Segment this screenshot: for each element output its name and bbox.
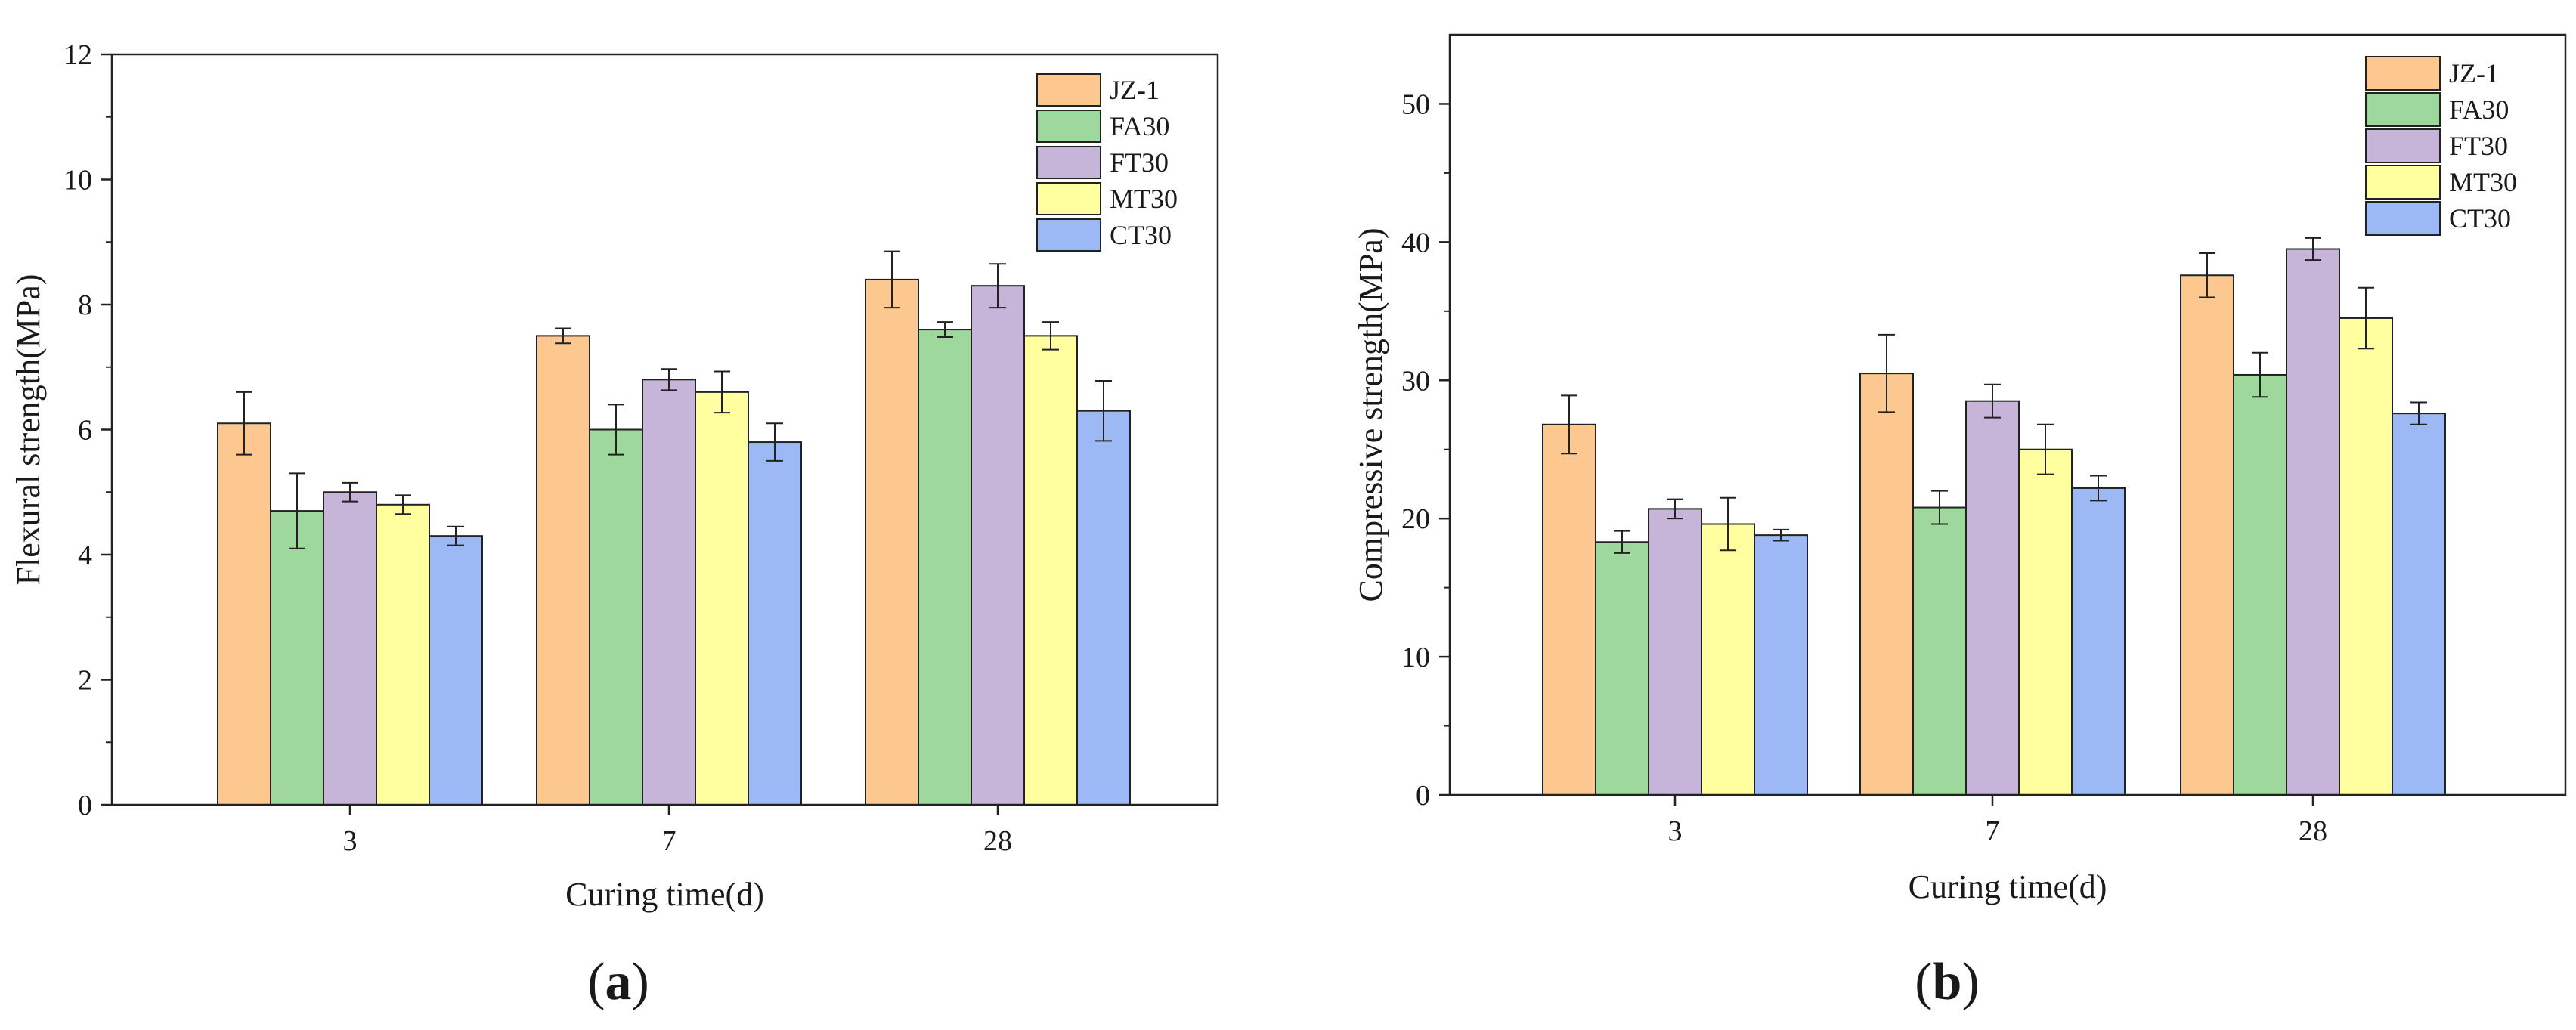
bar-fa30-7 [1912,506,1967,796]
legend-label-fa30: FA30 [2449,94,2509,125]
y-tick-label: 20 [1401,503,1430,535]
x-tick-label-28: 28 [2299,815,2327,847]
y-tick-label: 8 [78,289,92,321]
legend-swatch-fa30 [2365,92,2441,127]
y-tick-label: 10 [1401,642,1430,673]
x-tick-label-7: 7 [662,825,677,857]
panel-label-letter: b [1933,953,1962,1011]
bar-fa30-3 [270,510,324,806]
bar-mt30-28 [1023,335,1078,806]
bar-ft30-3 [323,491,377,806]
bar-mt30-7 [2018,448,2073,796]
bar-ct30-3 [1754,534,1808,796]
legend-label-ct30: CT30 [2449,203,2511,234]
x-axis-label: Curing time(d) [1909,868,2107,905]
bar-ft30-3 [1648,508,1702,796]
bar-jz-1-28 [865,278,919,806]
legend-swatch-jz-1 [2365,56,2441,91]
bar-mt30-28 [2339,317,2393,796]
bar-fa30-28 [918,329,972,806]
y-tick-label: 0 [78,790,92,821]
bar-jz-1-28 [2180,274,2234,796]
legend-label-ft30: FT30 [2449,131,2508,161]
panel-label-letter: a [605,953,632,1011]
bar-ct30-28 [2392,413,2446,796]
plot-frame [1448,33,2567,796]
y-tick-label: 40 [1401,227,1430,258]
panel-a-flexural-strength-chart: 0 2 4 6 8 10 12 3 7 28 Curing time(d) Flexural stre… [10,39,1219,1011]
y-tick-label: 6 [78,415,92,447]
legend-swatch-ft30 [2365,128,2441,163]
y-tick-label: 30 [1401,365,1430,397]
bar-fa30-28 [2233,373,2287,796]
bar-jz-1-7 [1859,373,1914,796]
bar-mt30-3 [1701,523,1755,796]
legend-swatch-ct30 [1036,218,1101,252]
bar-jz-1-3 [1542,423,1596,796]
y-tick-label: 10 [63,165,92,196]
y-axis-label: Compressive strength(MPa) [1352,228,1389,602]
bar-mt30-7 [695,391,749,806]
legend-label-jz-1: JZ-1 [1110,75,1160,105]
panel-label: (b) [1915,953,1980,1011]
legend-label-ft30: FT30 [1110,147,1169,178]
bar-fa30-3 [1595,541,1649,796]
y-axis-label: Flexural strength(MPa) [10,274,47,586]
legend-label-mt30: MT30 [1110,184,1178,214]
y-tick-label: 4 [78,540,92,571]
bar-jz-1-3 [217,422,271,806]
bar-ct30-7 [748,441,802,806]
legend-swatch-ct30 [2365,201,2441,236]
bar-mt30-3 [376,503,430,806]
bar-fa30-7 [589,428,643,806]
legend-swatch-jz-1 [1036,73,1101,107]
y-tick-label: 0 [1416,780,1430,812]
legend-label-mt30: MT30 [2449,167,2517,197]
x-axis-label: Curing time(d) [565,876,764,913]
panel-b-compressive-strength-chart: 0 10 20 30 40 50 3 7 28 Curing time(d) Compressive… [1352,33,2567,1011]
y-tick-label: 12 [63,39,92,71]
bar-ft30-28 [2286,248,2340,796]
legend-label-fa30: FA30 [1110,111,1169,141]
legend-label-ct30: CT30 [1110,220,1172,250]
bar-ct30-3 [429,535,483,806]
x-tick-label-3: 3 [1668,815,1683,847]
legend-swatch-fa30 [1036,110,1101,143]
legend-swatch-mt30 [1036,182,1101,215]
legend-swatch-mt30 [2365,165,2441,200]
x-tick-label-3: 3 [343,825,358,857]
legend-swatch-ft30 [1036,146,1101,179]
bar-ft30-28 [971,285,1025,806]
bar-ct30-7 [2071,487,2126,796]
bar-ft30-7 [1965,400,2020,796]
x-tick-label-7: 7 [1986,815,2000,847]
x-tick-label-28: 28 [983,825,1012,857]
legend-label-jz-1: JZ-1 [2449,58,2499,88]
bar-jz-1-7 [536,335,590,806]
bar-ft30-7 [642,379,696,806]
panel-label: (a) [587,953,649,1011]
y-tick-label: 50 [1401,88,1430,120]
y-tick-label: 2 [78,665,92,697]
bar-ct30-28 [1076,410,1131,806]
